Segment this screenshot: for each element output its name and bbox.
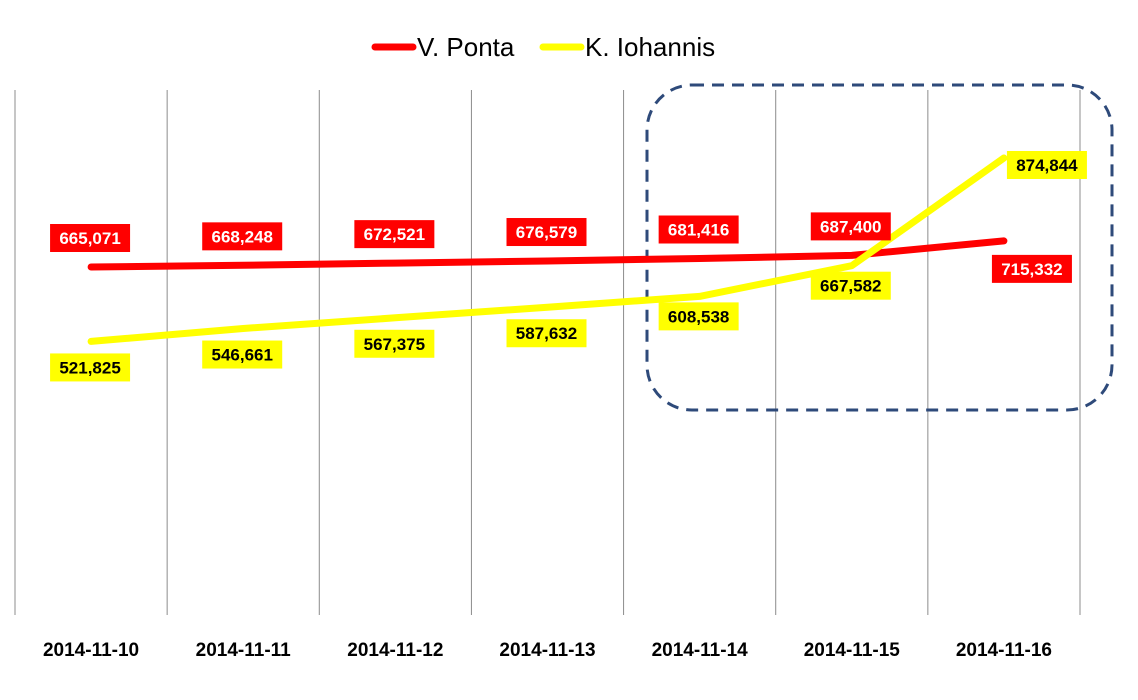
data-label-text: 874,844 xyxy=(1016,156,1078,175)
data-label: 667,582 xyxy=(810,271,891,300)
data-label-box xyxy=(50,353,131,382)
x-tick-label: 2014-11-14 xyxy=(652,640,749,661)
highlight-box xyxy=(645,83,1114,412)
data-label: 672,521 xyxy=(354,220,435,249)
data-label-box xyxy=(354,220,435,249)
data-label-box xyxy=(202,340,283,369)
legend-label: V. Ponta xyxy=(417,32,515,62)
data-label: 874,844 xyxy=(1006,150,1087,179)
x-axis-tick-labels: 2014-11-10 2014-11-11 2014-11-12 2014-11-13… xyxy=(43,640,1052,661)
data-label: 521,825 xyxy=(50,353,131,382)
data-label-box xyxy=(658,302,739,331)
legend: V. Ponta K. Iohannis xyxy=(371,32,715,62)
grid-lines xyxy=(14,90,1081,615)
legend-item: V. Ponta xyxy=(371,32,515,62)
x-tick-label: 2014-11-11 xyxy=(196,640,292,661)
data-label-text: 665,071 xyxy=(59,229,120,248)
data-label-text: 546,661 xyxy=(211,346,272,365)
data-label-box xyxy=(810,271,891,300)
highlight-annotation xyxy=(645,83,1114,412)
data-label: 665,071 xyxy=(50,224,131,252)
data-label-box xyxy=(50,224,131,252)
data-label-box xyxy=(506,319,587,348)
series-lines xyxy=(87,154,1008,345)
data-label-text: 667,582 xyxy=(820,277,881,296)
data-label: 676,579 xyxy=(506,218,587,247)
data-label-box xyxy=(991,254,1072,283)
data-label-box xyxy=(506,218,587,247)
data-label-text: 676,579 xyxy=(516,223,577,242)
x-tick-label: 2014-11-13 xyxy=(499,640,595,661)
legend-item: K. Iohannis xyxy=(539,32,715,62)
data-label-text: 521,825 xyxy=(59,358,120,377)
data-label: 587,632 xyxy=(506,319,587,348)
data-label: 546,661 xyxy=(202,340,283,369)
data-label-text: 687,400 xyxy=(820,217,881,236)
series-line-k-iohannis xyxy=(87,154,1008,345)
data-label: 687,400 xyxy=(810,212,891,241)
data-label-box xyxy=(202,222,283,251)
data-label-text: 681,416 xyxy=(668,221,729,240)
x-tick-label: 2014-11-15 xyxy=(804,640,901,661)
data-label: 715,332 xyxy=(991,254,1072,283)
data-label-text: 608,538 xyxy=(668,307,729,326)
data-label: 681,416 xyxy=(658,215,739,244)
data-label: 608,538 xyxy=(658,302,739,331)
x-tick-label: 2014-11-10 xyxy=(43,640,139,661)
legend-label: K. Iohannis xyxy=(585,32,715,62)
x-tick-label: 2014-11-12 xyxy=(347,640,443,661)
data-label-text: 668,248 xyxy=(211,227,272,246)
data-label-text: 567,375 xyxy=(364,335,425,354)
data-label: 668,248 xyxy=(202,222,283,251)
data-label-text: 672,521 xyxy=(364,225,425,244)
x-tick-label: 2014-11-16 xyxy=(956,640,1052,661)
data-labels: 665,071 668,248 672,521 676,579 681,416 687,4… xyxy=(50,150,1087,382)
data-label-text: 715,332 xyxy=(1001,260,1062,279)
data-label: 567,375 xyxy=(354,329,435,358)
data-label-box xyxy=(658,215,739,244)
data-label-box xyxy=(810,212,891,241)
series-line-v-ponta xyxy=(87,237,1008,271)
data-label-box xyxy=(1006,150,1087,179)
data-label-text: 587,632 xyxy=(516,324,577,343)
data-label-box xyxy=(354,329,435,358)
